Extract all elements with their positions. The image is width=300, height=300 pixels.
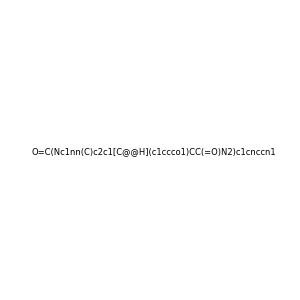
Text: O=C(Nc1nn(C)c2c1[C@@H](c1ccco1)CC(=O)N2)c1cnccn1: O=C(Nc1nn(C)c2c1[C@@H](c1ccco1)CC(=O)N2)… [32, 147, 276, 156]
